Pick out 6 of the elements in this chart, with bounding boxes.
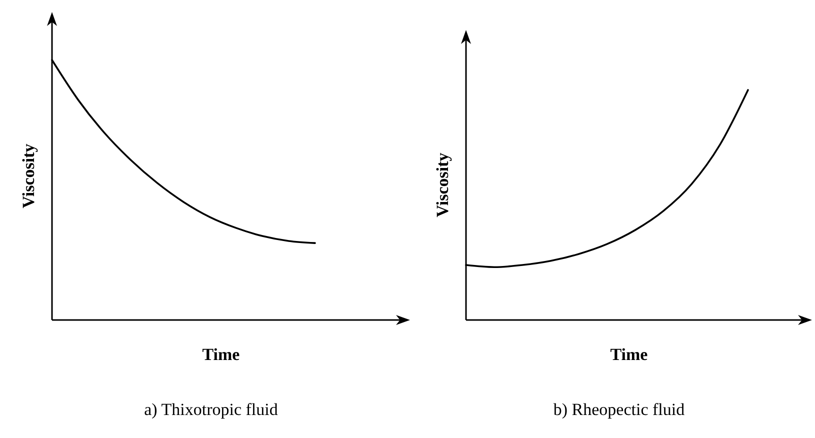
x-axis-title: Time — [610, 345, 648, 364]
text: b) Rheopectic fluid — [553, 400, 686, 419]
y-axis-title: Viscosity — [433, 152, 452, 218]
x-axis-title: Time — [202, 345, 240, 364]
y-axis-title: Viscosity — [19, 143, 38, 208]
text: a) Thixotropic fluid — [144, 400, 278, 419]
